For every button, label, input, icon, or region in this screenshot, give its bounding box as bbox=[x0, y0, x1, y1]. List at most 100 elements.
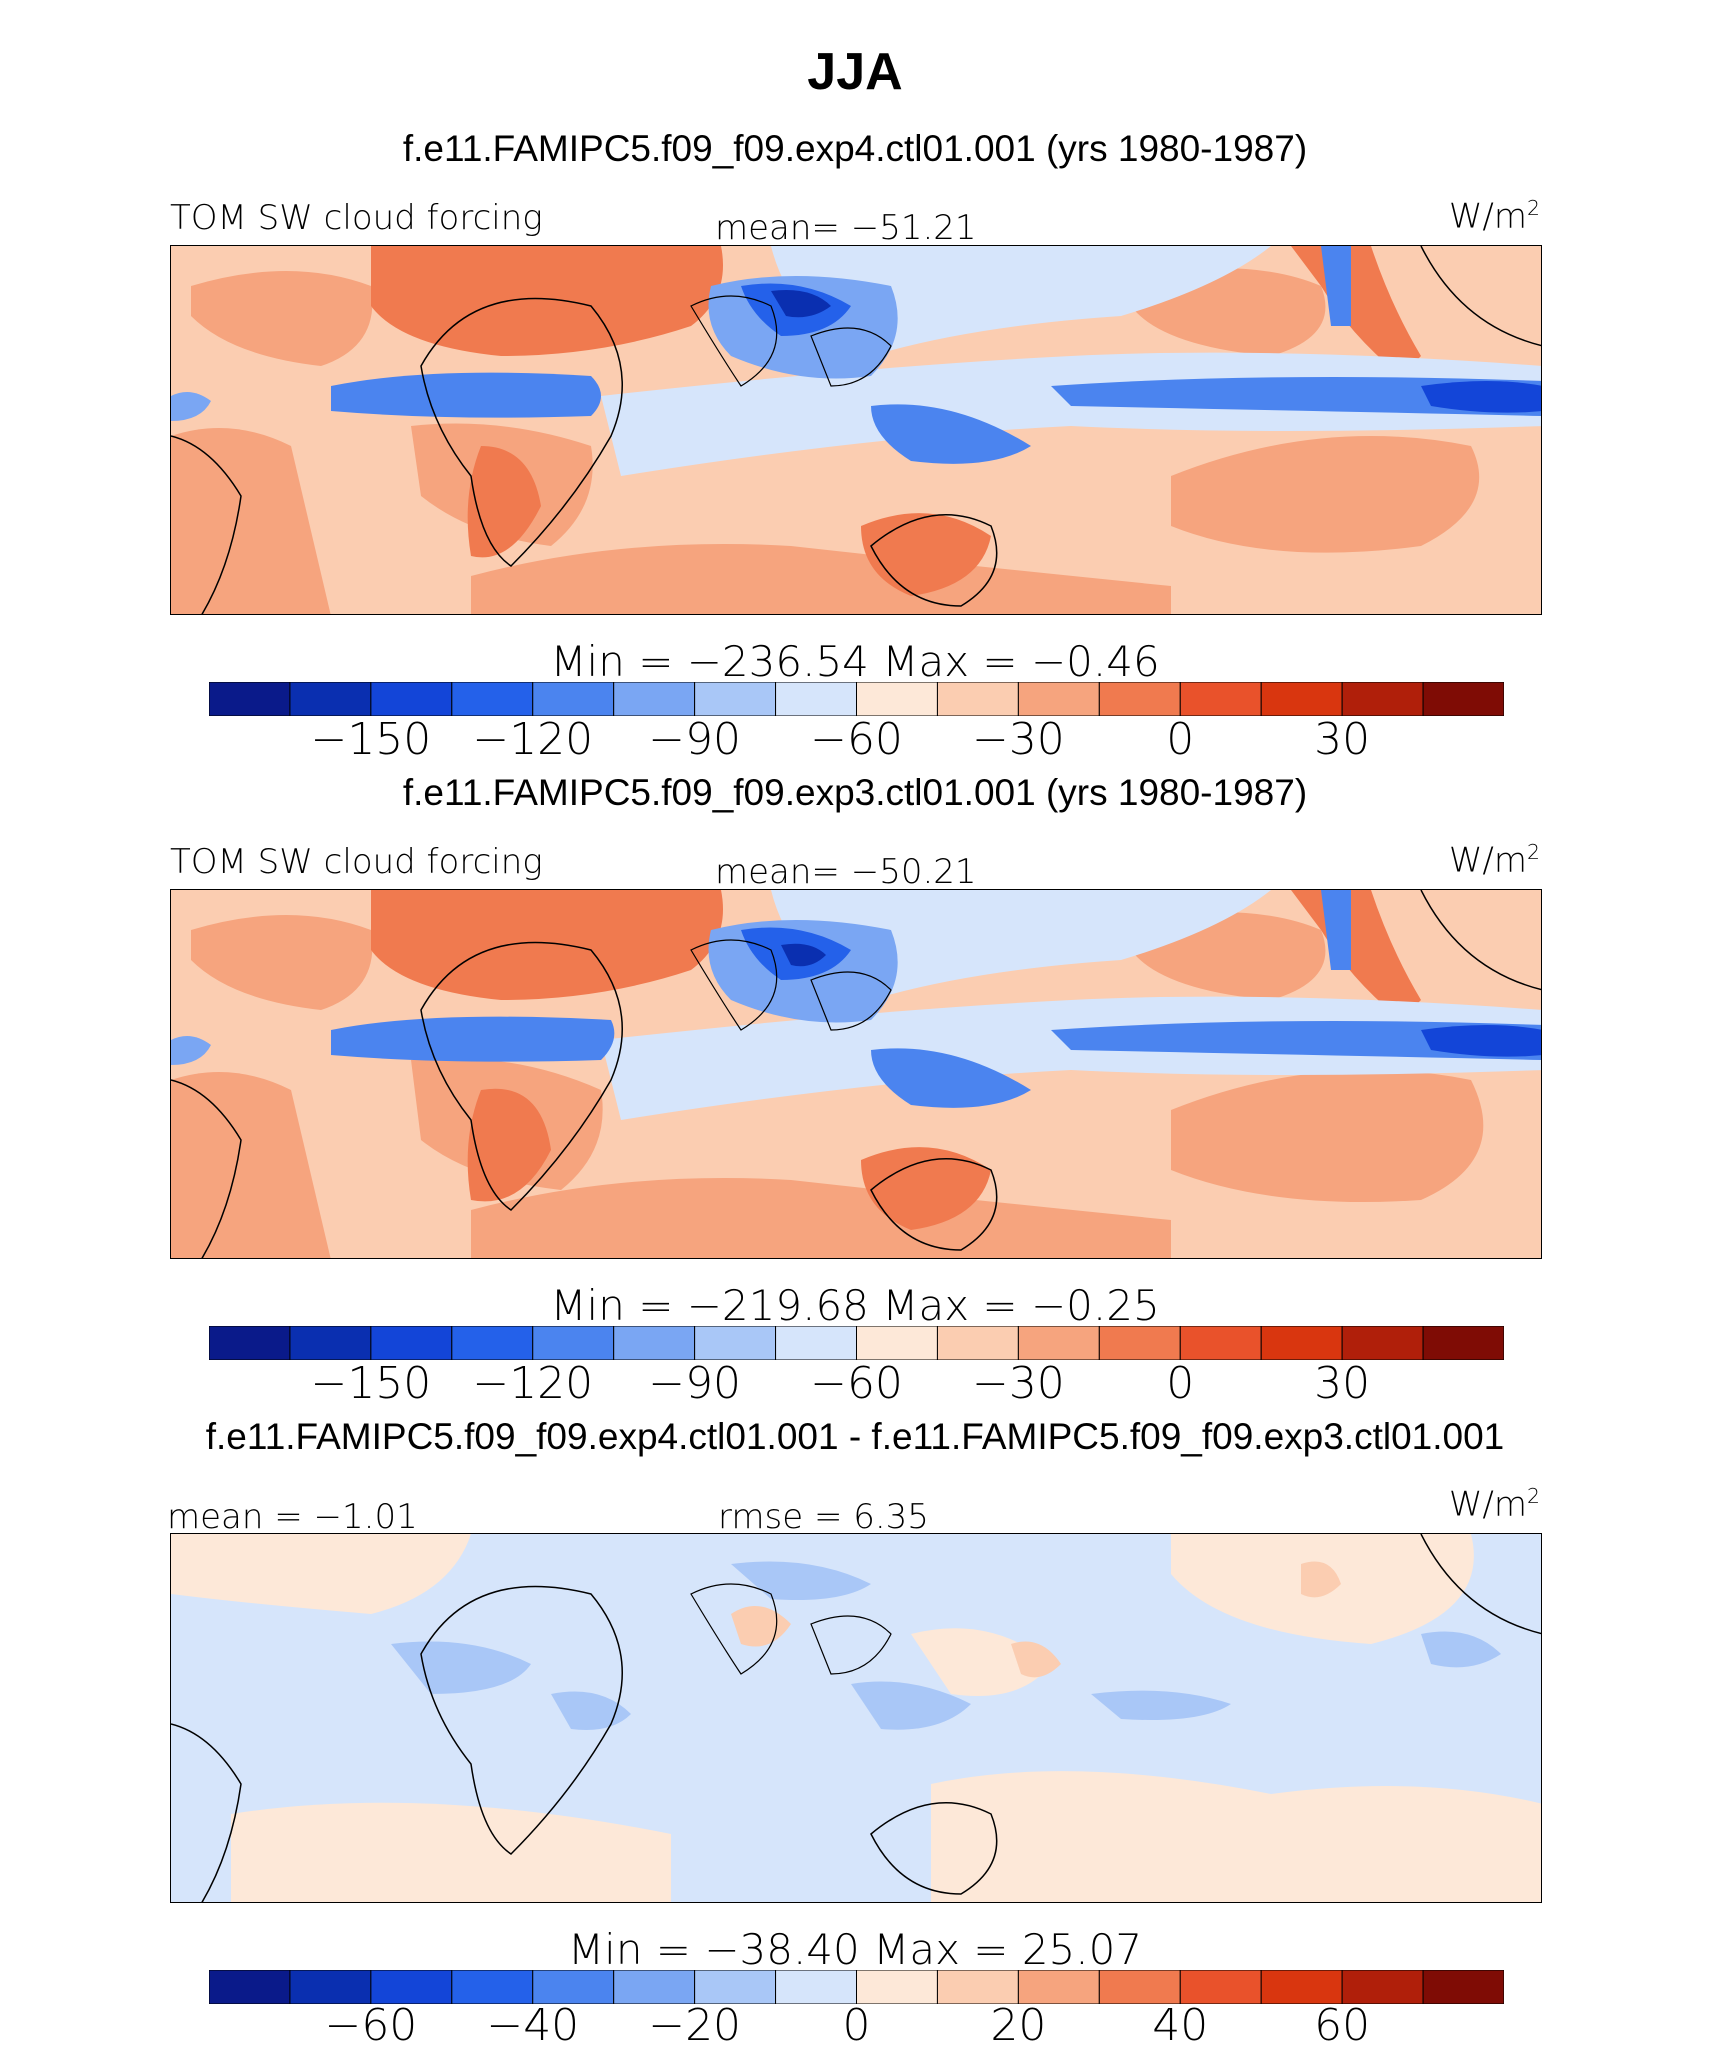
colorbar-box bbox=[1017, 1326, 1100, 1360]
colorbar-box bbox=[936, 1326, 1019, 1360]
colorbar-box bbox=[613, 1970, 696, 2004]
colorbar-box bbox=[856, 1326, 938, 1360]
panel3-rmse-label: rmse = 6.35 bbox=[718, 1497, 929, 1537]
colorbar-box bbox=[694, 1970, 777, 2004]
panel2-colorbar-ticks: −150 −120 −90 −60 −30 0 30 bbox=[0, 1358, 1710, 1409]
colorbar-box bbox=[1422, 1970, 1504, 2004]
colorbar-box bbox=[775, 682, 857, 716]
panel3-map bbox=[170, 1533, 1542, 1903]
colorbar-box bbox=[532, 682, 615, 716]
panel2-map-svg bbox=[171, 890, 1541, 1258]
colorbar-box bbox=[209, 1326, 291, 1360]
colorbar-box bbox=[532, 1970, 615, 2004]
panel1-minmax: Min = −236.54 Max = −0.46 bbox=[550, 637, 1160, 686]
colorbar-tick-label: −60 bbox=[324, 2000, 418, 2051]
colorbar-box bbox=[1017, 1970, 1100, 2004]
colorbar-box bbox=[856, 682, 938, 716]
colorbar-tick-label: 40 bbox=[1152, 2000, 1209, 2051]
panel2-units-label: W/m2 bbox=[1448, 840, 1540, 881]
colorbar-tick-label: −40 bbox=[486, 2000, 580, 2051]
colorbar-tick-label: −90 bbox=[648, 714, 742, 765]
colorbar-tick-label: 30 bbox=[1314, 1358, 1371, 1409]
colorbar-box bbox=[451, 682, 534, 716]
panel2-colorbar-svg bbox=[209, 1326, 1504, 1360]
colorbar-tick-label: −90 bbox=[648, 1358, 742, 1409]
panel3-map-svg bbox=[171, 1534, 1541, 1902]
panel1-variable-label: TOM SW cloud forcing bbox=[170, 198, 543, 238]
colorbar-tick-label: 60 bbox=[1314, 2000, 1371, 2051]
colorbar-box bbox=[613, 682, 696, 716]
figure-title: JJA bbox=[807, 43, 903, 101]
panel3-mean-label: mean = −1.01 bbox=[167, 1497, 418, 1537]
colorbar-tick-label: 0 bbox=[1166, 714, 1195, 765]
panel1-colorbar-svg bbox=[209, 682, 1504, 716]
colorbar-tick-label: −30 bbox=[971, 1358, 1065, 1409]
colorbar-box bbox=[1260, 682, 1343, 716]
colorbar-box bbox=[451, 1970, 534, 2004]
colorbar-box bbox=[1098, 1970, 1181, 2004]
panel1-mean-label: mean= −51.21 bbox=[715, 208, 977, 248]
colorbar-tick-label: −120 bbox=[472, 1358, 594, 1409]
panel3-minmax: Min = −38.40 Max = 25.07 bbox=[567, 1925, 1143, 1974]
colorbar-box bbox=[1341, 1326, 1424, 1360]
colorbar-box bbox=[1341, 1970, 1424, 2004]
colorbar-box bbox=[1017, 682, 1100, 716]
panel3-units-label: W/m2 bbox=[1448, 1484, 1540, 1525]
colorbar-tick-label: 30 bbox=[1314, 714, 1371, 765]
panel1-case-title: f.e11.FAMIPC5.f09_f09.exp4.ctl01.001 (yr… bbox=[402, 128, 1308, 169]
colorbar-box bbox=[1098, 1326, 1181, 1360]
colorbar-box bbox=[1341, 682, 1424, 716]
panel3-case-title: f.e11.FAMIPC5.f09_f09.exp4.ctl01.001 - f… bbox=[205, 1416, 1505, 1457]
colorbar-box bbox=[209, 1970, 291, 2004]
colorbar-box bbox=[1098, 682, 1181, 716]
colorbar-box bbox=[694, 1326, 777, 1360]
panel2-variable-label: TOM SW cloud forcing bbox=[170, 842, 543, 882]
colorbar-tick-label: −60 bbox=[810, 1358, 903, 1409]
panel3-colorbar-svg bbox=[209, 1970, 1504, 2004]
colorbar-box bbox=[289, 682, 372, 716]
colorbar-tick-label: −150 bbox=[310, 1358, 432, 1409]
colorbar-box bbox=[1179, 682, 1262, 716]
colorbar-box bbox=[1260, 1326, 1343, 1360]
colorbar-box bbox=[1260, 1970, 1343, 2004]
colorbar-box bbox=[370, 1326, 453, 1360]
panel1-colorbar bbox=[209, 682, 1504, 716]
colorbar-box bbox=[370, 1970, 453, 2004]
colorbar-box bbox=[936, 682, 1019, 716]
colorbar-box bbox=[613, 1326, 696, 1360]
panel3-colorbar-ticks: −60 −40 −20 0 20 40 60 bbox=[0, 2000, 1710, 2051]
colorbar-tick-label: −60 bbox=[810, 714, 903, 765]
colorbar-tick-label: −150 bbox=[310, 714, 432, 765]
colorbar-box bbox=[370, 682, 453, 716]
panel1-map bbox=[170, 245, 1542, 615]
colorbar-box bbox=[775, 1970, 857, 2004]
panel2-case-title: f.e11.FAMIPC5.f09_f09.exp3.ctl01.001 (yr… bbox=[402, 772, 1308, 813]
colorbar-tick-label: −30 bbox=[971, 714, 1065, 765]
colorbar-box bbox=[289, 1326, 372, 1360]
panel2-mean-label: mean= −50.21 bbox=[715, 852, 977, 892]
panel1-colorbar-ticks: −150 −120 −90 −60 −30 0 30 bbox=[0, 714, 1710, 765]
colorbar-tick-label: −120 bbox=[472, 714, 594, 765]
colorbar-box bbox=[1179, 1970, 1262, 2004]
panel1-units-label: W/m2 bbox=[1448, 196, 1540, 237]
colorbar-tick-label: 20 bbox=[990, 2000, 1047, 2051]
colorbar-box bbox=[451, 1326, 534, 1360]
colorbar-box bbox=[289, 1970, 372, 2004]
colorbar-box bbox=[856, 1970, 938, 2004]
panel3-colorbar bbox=[209, 1970, 1504, 2004]
colorbar-box bbox=[209, 682, 291, 716]
colorbar-box bbox=[1179, 1326, 1262, 1360]
colorbar-tick-label: −20 bbox=[648, 2000, 742, 2051]
colorbar-tick-label: 0 bbox=[842, 2000, 871, 2051]
panel2-map bbox=[170, 889, 1542, 1259]
colorbar-tick-label: 0 bbox=[1166, 1358, 1195, 1409]
panel2-minmax: Min = −219.68 Max = −0.25 bbox=[550, 1281, 1160, 1330]
colorbar-box bbox=[1422, 1326, 1504, 1360]
panel1-map-svg bbox=[171, 246, 1541, 614]
panel2-colorbar bbox=[209, 1326, 1504, 1360]
colorbar-box bbox=[775, 1326, 857, 1360]
colorbar-box bbox=[532, 1326, 615, 1360]
colorbar-box bbox=[694, 682, 777, 716]
colorbar-box bbox=[1422, 682, 1504, 716]
colorbar-box bbox=[936, 1970, 1019, 2004]
